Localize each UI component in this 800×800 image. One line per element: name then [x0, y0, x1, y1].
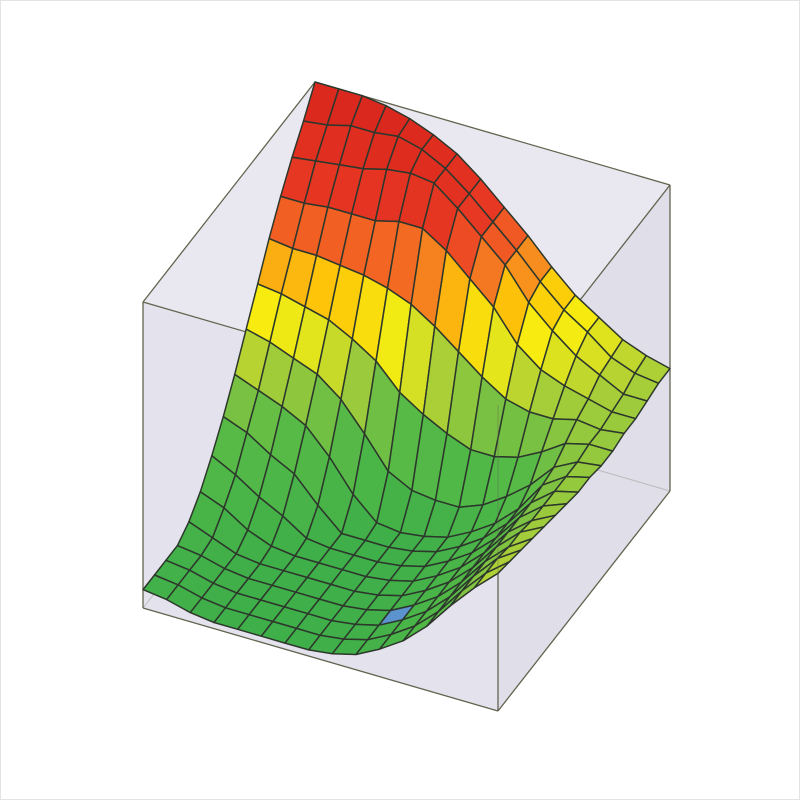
surface-cell	[473, 560, 511, 589]
cube-bottom-front-right-edge	[497, 490, 671, 712]
surface-mesh	[142, 81, 671, 656]
cube-top-back-left-edge	[142, 81, 316, 303]
cube-bottom-front-left-edge	[142, 607, 499, 712]
cube-top-back-right-edge	[314, 81, 671, 186]
